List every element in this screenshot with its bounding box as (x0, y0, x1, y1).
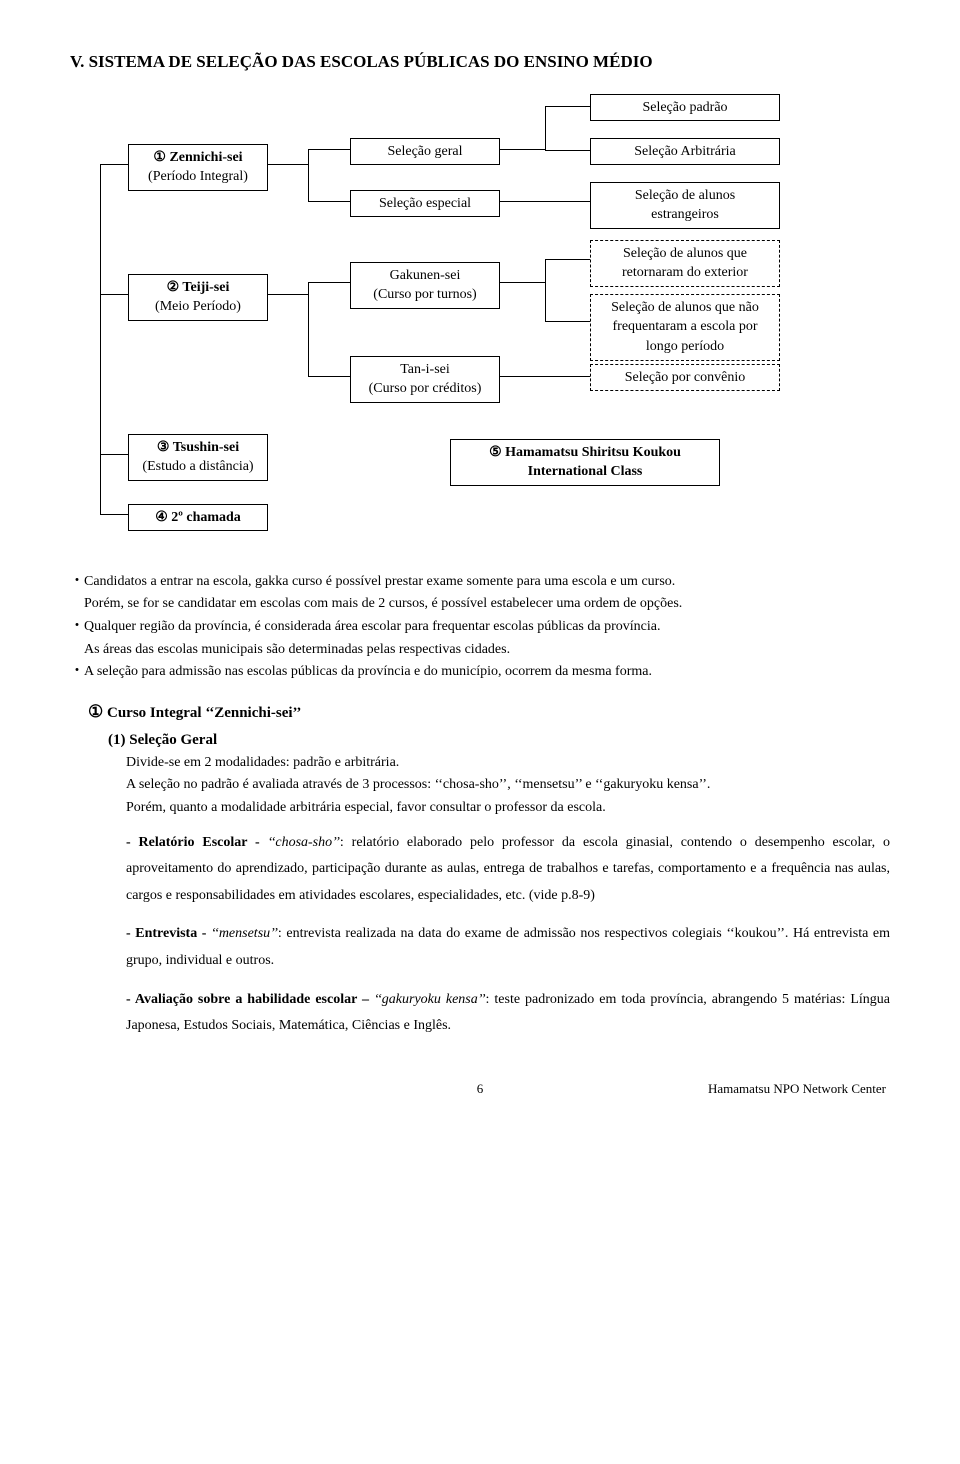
node-hamamatsu-l1: ⑤ Hamamatsu Shiritsu Koukou (457, 443, 713, 463)
node-zennichi-l2: (Período Integral) (135, 167, 261, 187)
connector (308, 282, 350, 283)
node-tanisei-l2: (Curso por créditos) (357, 379, 493, 399)
node-tanisei-l1: Tan-i-sei (357, 360, 493, 380)
node-zennichi-l1: ① Zennichi-sei (135, 148, 261, 168)
note-1a: ・Candidatos a entrar na escola, gakka cu… (70, 572, 890, 592)
connector (268, 164, 308, 165)
node-estrangeiros-l1: Seleção de alunos (597, 186, 773, 206)
node-naofreq-l1: Seleção de alunos que não (597, 298, 773, 318)
connector (500, 149, 545, 150)
node-gakunen: Gakunen-sei (Curso por turnos) (350, 262, 500, 309)
node-gakunen-l1: Gakunen-sei (357, 266, 493, 286)
node-tsushin: ③ Tsushin-sei (Estudo a distância) (128, 434, 268, 481)
node-hamamatsu-l2: International Class (457, 462, 713, 482)
connector (500, 282, 545, 283)
connector (500, 201, 590, 202)
node-gakunen-l2: (Curso por turnos) (357, 285, 493, 305)
node-geral: Seleção geral (350, 138, 500, 166)
footer-page-number: 6 (345, 1080, 616, 1098)
intro-p3: Porém, quanto a modalidade arbitrária es… (126, 798, 890, 818)
connector (268, 294, 308, 295)
section1-heading: ① Curso Integral ‘‘Zennichi-sei’’ (70, 700, 890, 724)
connector (545, 106, 590, 107)
connector (308, 201, 350, 202)
connector (308, 149, 309, 201)
node-retornaram-l1: Seleção de alunos que (597, 244, 773, 264)
page-footer: 6 Hamamatsu NPO Network Center (70, 1080, 890, 1098)
def-avaliacao: - Avaliação sobre a habilidade escolar –… (70, 987, 890, 1040)
footer-left (74, 1080, 345, 1098)
note-1b: Porém, se for se candidatar em escolas c… (70, 594, 890, 614)
def3-label: - Avaliação sobre a habilidade escolar – (126, 992, 374, 1007)
def3-term: ‘‘gakuryoku kensa’’ (374, 992, 486, 1007)
node-naofreq: Seleção de alunos que não frequentaram a… (590, 294, 780, 361)
node-teiji-l1: ② Teiji-sei (135, 278, 261, 298)
note-3: ・A seleção para admissão nas escolas púb… (70, 662, 890, 682)
section1-title: Curso Integral ‘‘Zennichi-sei’’ (107, 705, 301, 721)
connector (100, 294, 128, 295)
node-teiji-l2: (Meio Período) (135, 297, 261, 317)
node-tsushin-l2: (Estudo a distância) (135, 457, 261, 477)
node-zennichi: ① Zennichi-sei (Período Integral) (128, 144, 268, 191)
node-segunda: ④ 2º chamada (128, 504, 268, 532)
body-intro: Divide-se em 2 modalidades: padrão e arb… (70, 753, 890, 818)
section-title: V. SISTEMA DE SELEÇÃO DAS ESCOLAS PÚBLIC… (70, 50, 890, 74)
def2-term: ‘‘mensetsu’’ (211, 926, 278, 941)
node-convenio: Seleção por convênio (590, 364, 780, 392)
connector (308, 282, 309, 377)
intro-p2: A seleção no padrão é avaliada através d… (126, 775, 890, 795)
node-teiji: ② Teiji-sei (Meio Período) (128, 274, 268, 321)
node-retornaram: Seleção de alunos que retornaram do exte… (590, 240, 780, 287)
connector (100, 514, 128, 515)
footer-org: Hamamatsu NPO Network Center (615, 1080, 886, 1098)
node-hamamatsu: ⑤ Hamamatsu Shiritsu Koukou Internationa… (450, 439, 720, 486)
note-2b: As áreas das escolas municipais são dete… (70, 640, 890, 660)
connector (545, 321, 590, 322)
node-estrangeiros-l2: estrangeiros (597, 205, 773, 225)
node-padrao: Seleção padrão (590, 94, 780, 122)
connector (545, 259, 546, 321)
node-retornaram-l2: retornaram do exterior (597, 263, 773, 283)
node-naofreq-l2: frequentaram a escola por (597, 317, 773, 337)
connector (500, 376, 590, 377)
connector (100, 164, 101, 514)
def2-label: - Entrevista - (126, 926, 211, 941)
connector (545, 150, 590, 151)
notes-list: ・Candidatos a entrar na escola, gakka cu… (70, 572, 890, 682)
def1-term: ‘‘chosa-sho’’ (268, 835, 340, 850)
node-estrangeiros: Seleção de alunos estrangeiros (590, 182, 780, 229)
connector (308, 149, 350, 150)
note-2a: ・Qualquer região da província, é conside… (70, 617, 890, 637)
connector (545, 259, 590, 260)
node-arbitraria: Seleção Arbitrária (590, 138, 780, 166)
def1-label: - Relatório Escolar - (126, 835, 268, 850)
connector (100, 454, 128, 455)
section1-num: ① (88, 702, 103, 721)
intro-p1: Divide-se em 2 modalidades: padrão e arb… (126, 753, 890, 773)
node-tsushin-l1: ③ Tsushin-sei (135, 438, 261, 458)
subheading-1: (1) Seleção Geral (70, 730, 890, 751)
connector (100, 164, 128, 165)
def-relatorio: - Relatório Escolar - ‘‘chosa-sho’’: rel… (70, 830, 890, 910)
node-tanisei: Tan-i-sei (Curso por créditos) (350, 356, 500, 403)
flowchart-diagram: ① Zennichi-sei (Período Integral) ② Teij… (70, 94, 890, 554)
connector (545, 106, 546, 150)
node-naofreq-l3: longo período (597, 337, 773, 357)
node-especial: Seleção especial (350, 190, 500, 218)
connector (308, 376, 350, 377)
def-entrevista: - Entrevista - ‘‘mensetsu’’: entrevista … (70, 921, 890, 974)
